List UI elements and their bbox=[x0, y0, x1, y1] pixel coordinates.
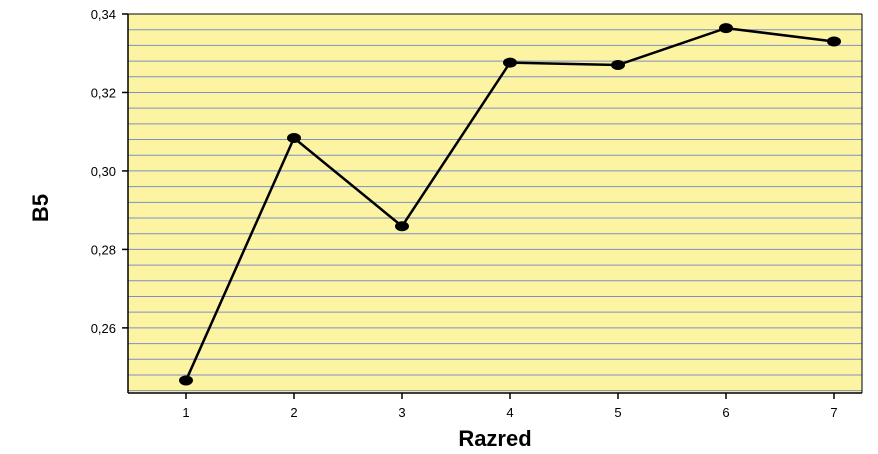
x-tick-label: 6 bbox=[722, 405, 729, 420]
x-axis-label: Razred bbox=[458, 426, 531, 451]
x-tick-label: 7 bbox=[830, 405, 837, 420]
y-tick-label: 0,26 bbox=[91, 321, 116, 336]
y-tick-label: 0,32 bbox=[91, 85, 116, 100]
y-axis-ticks: 0,26 0,28 0,30 0,32 0,34 bbox=[91, 7, 128, 336]
data-point bbox=[503, 57, 517, 68]
x-tick-label: 2 bbox=[290, 405, 297, 420]
y-tick-label: 0,28 bbox=[91, 242, 116, 257]
x-axis-ticks: 1 2 3 4 5 6 7 bbox=[182, 393, 838, 420]
x-tick-label: 4 bbox=[506, 405, 513, 420]
x-tick-label: 5 bbox=[614, 405, 621, 420]
data-point bbox=[287, 132, 301, 143]
y-tick-label: 0,30 bbox=[91, 164, 116, 179]
data-point bbox=[179, 375, 193, 386]
plot-area bbox=[128, 14, 862, 393]
data-point bbox=[827, 36, 841, 47]
data-point bbox=[395, 221, 409, 232]
data-point bbox=[611, 60, 625, 71]
x-tick-label: 3 bbox=[398, 405, 405, 420]
grid-lines bbox=[128, 13, 862, 392]
series-group bbox=[179, 23, 841, 386]
x-tick-label: 1 bbox=[182, 405, 189, 420]
y-tick-label: 0,34 bbox=[91, 7, 116, 22]
data-point bbox=[719, 23, 733, 34]
y-axis-label: B5 bbox=[28, 194, 53, 222]
axes bbox=[127, 13, 863, 394]
